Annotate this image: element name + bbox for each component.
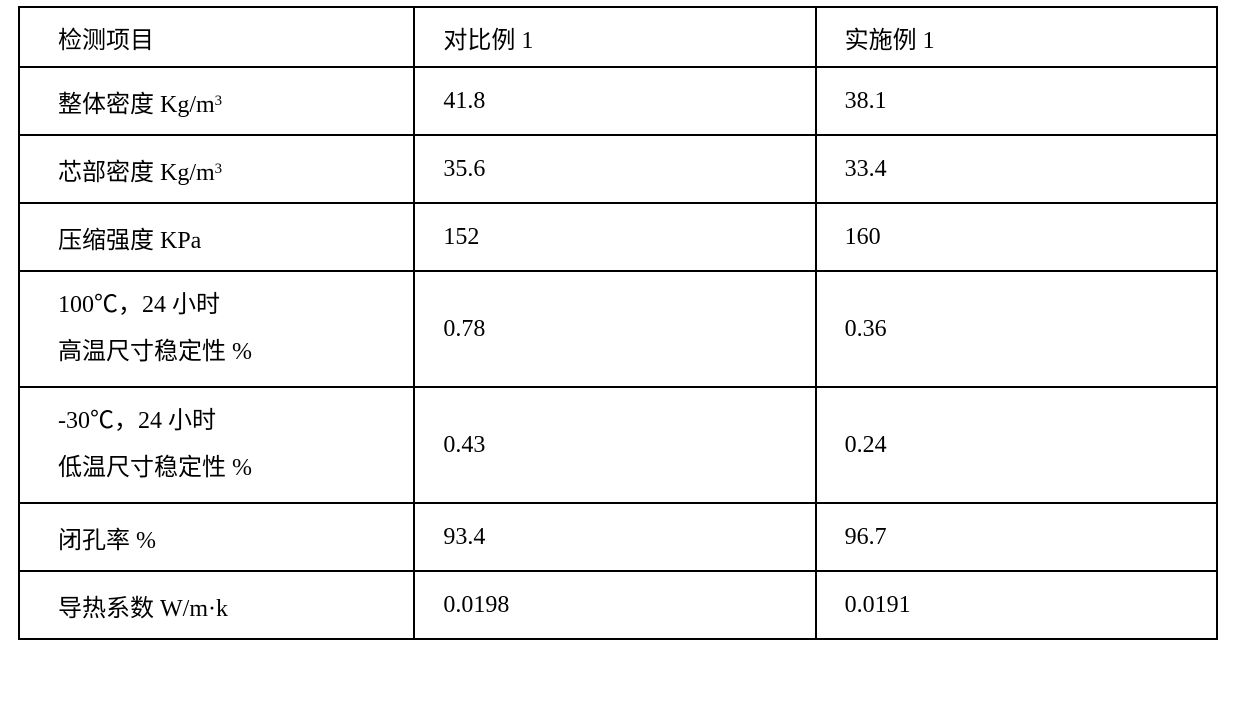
row-value-compare: 93.4 (415, 524, 814, 551)
row-value-compare: 35.6 (415, 156, 814, 183)
row-label: 闭孔率 % (20, 520, 413, 555)
row-label: 100℃，24 小时高温尺寸稳定性 % (20, 272, 413, 386)
col-header-example: 实施例 1 (817, 20, 1216, 55)
comparison-table-container: 检测项目 对比例 1 实施例 1 整体密度 Kg/m341.838.1芯部密度 … (0, 0, 1240, 646)
row-value-compare: 0.78 (415, 316, 814, 343)
row-value-compare: 41.8 (415, 88, 814, 115)
row-value-compare: 0.0198 (415, 592, 814, 619)
row-value-example: 160 (817, 224, 1216, 251)
table-row: -30℃，24 小时低温尺寸稳定性 %0.430.24 (19, 387, 1217, 503)
row-value-example: 0.24 (817, 432, 1216, 459)
col-header-compare: 对比例 1 (415, 20, 814, 55)
table-header-row: 检测项目 对比例 1 实施例 1 (19, 7, 1217, 67)
table-row: 导热系数 W/m·k0.01980.0191 (19, 571, 1217, 639)
row-value-compare: 152 (415, 224, 814, 251)
table-row: 芯部密度 Kg/m335.633.4 (19, 135, 1217, 203)
row-value-example: 33.4 (817, 156, 1216, 183)
comparison-table: 检测项目 对比例 1 实施例 1 整体密度 Kg/m341.838.1芯部密度 … (18, 6, 1218, 640)
row-value-compare: 0.43 (415, 432, 814, 459)
row-label: 导热系数 W/m·k (20, 588, 413, 623)
table-row: 压缩强度 KPa152160 (19, 203, 1217, 271)
row-value-example: 0.0191 (817, 592, 1216, 619)
row-value-example: 96.7 (817, 524, 1216, 551)
table-row: 闭孔率 %93.496.7 (19, 503, 1217, 571)
row-label: 芯部密度 Kg/m3 (20, 152, 413, 187)
row-label: 压缩强度 KPa (20, 220, 413, 255)
row-label: 整体密度 Kg/m3 (20, 84, 413, 119)
table-row: 100℃，24 小时高温尺寸稳定性 %0.780.36 (19, 271, 1217, 387)
row-value-example: 0.36 (817, 316, 1216, 343)
row-label: -30℃，24 小时低温尺寸稳定性 % (20, 388, 413, 502)
row-value-example: 38.1 (817, 88, 1216, 115)
table-row: 整体密度 Kg/m341.838.1 (19, 67, 1217, 135)
col-header-item: 检测项目 (20, 20, 413, 55)
